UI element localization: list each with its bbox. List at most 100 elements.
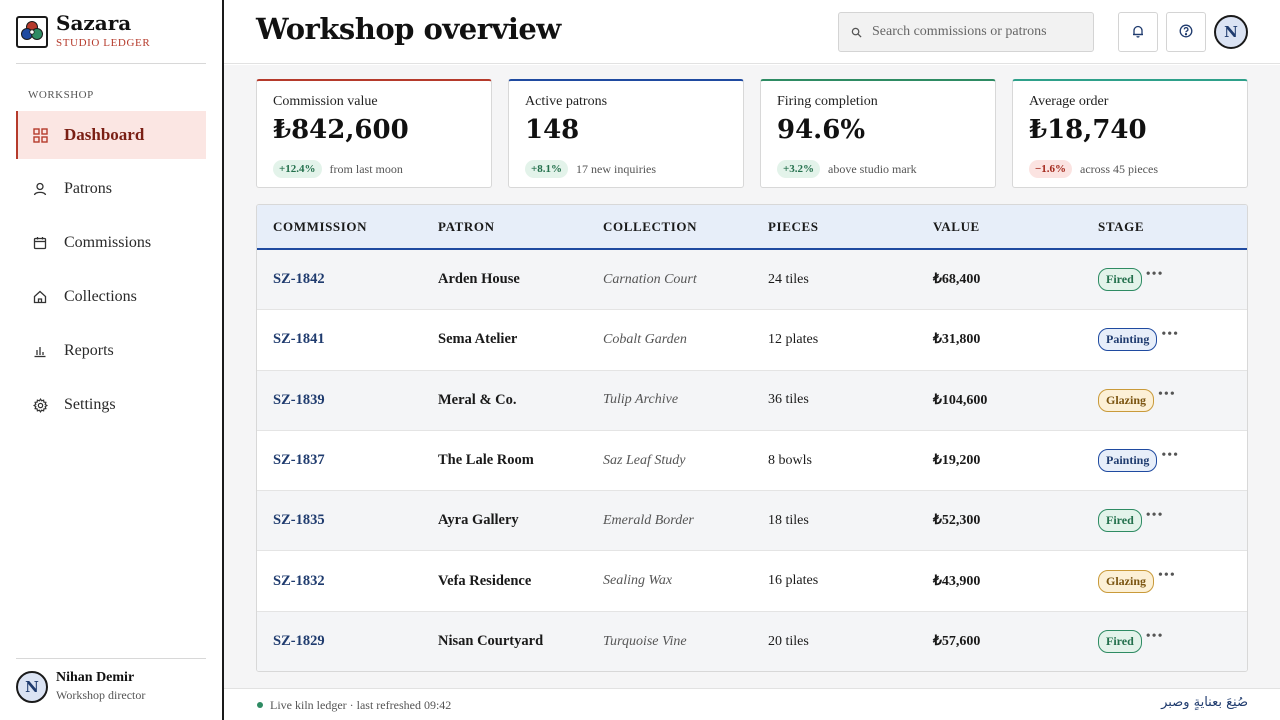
more-actions-icon[interactable]: ••• bbox=[1145, 507, 1164, 523]
commission-id[interactable]: SZ-1837 bbox=[273, 452, 325, 469]
user-role: Workshop director bbox=[56, 688, 146, 702]
brand-logo-icon bbox=[16, 16, 48, 48]
user-name: Nihan Demir bbox=[56, 670, 135, 685]
kpi-row: Commission value ₺842,600 +12.4% from la… bbox=[256, 79, 1264, 188]
more-actions-icon[interactable]: ••• bbox=[1161, 447, 1180, 463]
patron-name: Meral & Co. bbox=[438, 391, 517, 408]
column-header-pieces[interactable]: PIECES bbox=[768, 218, 819, 234]
commission-id[interactable]: SZ-1839 bbox=[273, 391, 325, 408]
help-icon bbox=[1179, 23, 1193, 42]
kpi-change-badge: +8.1% bbox=[525, 160, 569, 178]
commission-id[interactable]: SZ-1829 bbox=[273, 633, 325, 650]
kpi-label: Active patrons bbox=[525, 94, 608, 109]
table-row[interactable]: SZ-1839 Meral & Co. Tulip Archive 36 til… bbox=[257, 370, 1247, 431]
column-header-commission[interactable]: COMMISSION bbox=[273, 218, 368, 234]
table-row[interactable]: SZ-1835 Ayra Gallery Emerald Border 18 t… bbox=[257, 491, 1247, 552]
collection-name: Carnation Court bbox=[603, 271, 697, 287]
user-profile[interactable]: N Nihan Demir Workshop director bbox=[16, 670, 145, 703]
sidebar-item-label: Dashboard bbox=[64, 125, 145, 144]
commission-id[interactable]: SZ-1835 bbox=[273, 512, 325, 529]
column-header-value[interactable]: VALUE bbox=[933, 218, 980, 234]
status-text: Live kiln ledger · last refreshed 09:42 bbox=[270, 698, 452, 712]
kpi-value: ₺842,600 bbox=[273, 115, 409, 145]
kpi-note: above studio mark bbox=[828, 161, 917, 176]
sidebar: Sazara STUDIO LEDGER WORKSHOP Dashboard … bbox=[0, 0, 224, 720]
kpi-card-commission-value: Commission value ₺842,600 +12.4% from la… bbox=[256, 79, 492, 188]
avatar: N bbox=[16, 670, 48, 703]
commissions-table: COMMISSION PATRON COLLECTION PIECES VALU… bbox=[256, 204, 1248, 672]
patron-name: Ayra Gallery bbox=[438, 512, 519, 529]
commission-value: ₺52,300 bbox=[933, 513, 981, 529]
search-icon bbox=[851, 23, 862, 42]
commission-value: ₺68,400 bbox=[933, 272, 981, 288]
stage-badge: Fired bbox=[1098, 630, 1142, 654]
divider bbox=[16, 658, 206, 659]
bar-chart-icon bbox=[32, 343, 48, 359]
collection-name: Turquoise Vine bbox=[603, 633, 687, 649]
pieces-count: 20 tiles bbox=[768, 633, 809, 649]
collection-name: Emerald Border bbox=[603, 512, 694, 528]
pieces-count: 18 tiles bbox=[768, 512, 809, 528]
kpi-value: 148 bbox=[525, 115, 580, 145]
bell-icon bbox=[1132, 23, 1144, 42]
pieces-count: 8 bowls bbox=[768, 452, 812, 468]
brand[interactable]: Sazara STUDIO LEDGER bbox=[16, 12, 150, 49]
column-header-stage[interactable]: STAGE bbox=[1098, 218, 1145, 234]
table-row[interactable]: SZ-1829 Nisan Courtyard Turquoise Vine 2… bbox=[257, 611, 1247, 671]
sidebar-item-settings[interactable]: Settings bbox=[16, 381, 206, 429]
patron-name: Nisan Courtyard bbox=[438, 633, 544, 650]
header-avatar[interactable]: N bbox=[1214, 15, 1248, 49]
sidebar-item-collections[interactable]: Collections bbox=[16, 273, 206, 321]
kpi-label: Average order bbox=[1029, 94, 1109, 109]
search-box[interactable] bbox=[838, 12, 1094, 52]
sidebar-item-label: Reports bbox=[64, 342, 114, 359]
gear-icon bbox=[32, 397, 48, 413]
commission-id[interactable]: SZ-1841 bbox=[273, 331, 325, 348]
search-input[interactable] bbox=[872, 24, 1082, 40]
table-row[interactable]: SZ-1842 Arden House Carnation Court 24 t… bbox=[257, 250, 1247, 311]
brand-subtitle: STUDIO LEDGER bbox=[56, 37, 151, 49]
commission-id[interactable]: SZ-1832 bbox=[273, 572, 325, 589]
column-header-patron[interactable]: PATRON bbox=[438, 218, 495, 234]
more-actions-icon[interactable]: ••• bbox=[1145, 628, 1164, 644]
table-row[interactable]: SZ-1841 Sema Atelier Cobalt Garden 12 pl… bbox=[257, 310, 1247, 371]
brand-name: Sazara bbox=[56, 11, 132, 35]
more-actions-icon[interactable]: ••• bbox=[1161, 326, 1180, 342]
commission-value: ₺43,900 bbox=[933, 573, 981, 589]
table-header: COMMISSION PATRON COLLECTION PIECES VALU… bbox=[257, 205, 1247, 250]
grid-icon bbox=[32, 127, 48, 143]
kpi-value: ₺18,740 bbox=[1029, 115, 1147, 145]
pieces-count: 36 tiles bbox=[768, 392, 809, 408]
commission-value: ₺57,600 bbox=[933, 634, 981, 650]
column-header-collection[interactable]: COLLECTION bbox=[603, 218, 698, 234]
kpi-note: across 45 pieces bbox=[1080, 161, 1159, 176]
kpi-value: 94.6% bbox=[777, 115, 866, 145]
stage-badge: Painting bbox=[1098, 328, 1158, 352]
status-bar: Live kiln ledger · last refreshed 09:42 … bbox=[224, 688, 1280, 720]
kpi-label: Firing completion bbox=[777, 94, 878, 109]
sidebar-item-dashboard[interactable]: Dashboard bbox=[16, 111, 206, 159]
help-button[interactable] bbox=[1166, 12, 1206, 52]
stage-badge: Fired bbox=[1098, 509, 1142, 533]
sidebar-item-reports[interactable]: Reports bbox=[16, 327, 206, 375]
footer-motto: صُنِعَ بعنايةٍ وصبر bbox=[1161, 695, 1248, 710]
sidebar-item-commissions[interactable]: Commissions bbox=[16, 219, 206, 267]
calendar-icon bbox=[32, 235, 48, 251]
kpi-card-average-order: Average order ₺18,740 −1.6% across 45 pi… bbox=[1012, 79, 1248, 188]
more-actions-icon[interactable]: ••• bbox=[1145, 266, 1164, 282]
sidebar-item-patrons[interactable]: Patrons bbox=[16, 165, 206, 213]
kpi-label: Commission value bbox=[273, 94, 378, 109]
notifications-button[interactable] bbox=[1118, 12, 1158, 52]
nav-section-label: WORKSHOP bbox=[28, 89, 94, 101]
main-content: Commission value ₺842,600 +12.4% from la… bbox=[224, 65, 1280, 688]
more-actions-icon[interactable]: ••• bbox=[1158, 387, 1176, 403]
commission-id[interactable]: SZ-1842 bbox=[273, 271, 325, 288]
table-row[interactable]: SZ-1832 Vefa Residence Sealing Wax 16 pl… bbox=[257, 551, 1247, 612]
more-actions-icon[interactable]: ••• bbox=[1158, 568, 1176, 584]
sidebar-item-label: Commissions bbox=[64, 234, 152, 251]
patron-name: Sema Atelier bbox=[438, 331, 518, 348]
collection-name: Cobalt Garden bbox=[603, 331, 687, 347]
collection-name: Saz Leaf Study bbox=[603, 452, 686, 468]
kpi-change-badge: −1.6% bbox=[1029, 160, 1073, 178]
table-row[interactable]: SZ-1837 The Lale Room Saz Leaf Study 8 b… bbox=[257, 431, 1247, 492]
